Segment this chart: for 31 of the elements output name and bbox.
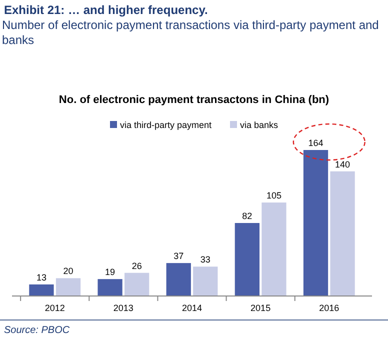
data-label: 19 — [105, 267, 116, 278]
x-tick-label: 2014 — [182, 303, 202, 313]
chart-title: No. of electronic payment transactons in China (bn) — [58, 94, 330, 106]
data-label: 13 — [36, 272, 46, 282]
data-label: 20 — [63, 266, 74, 276]
x-tick-label: 2015 — [250, 303, 271, 313]
legend-label: via banks — [240, 120, 279, 130]
data-label: 26 — [132, 260, 142, 271]
bar — [166, 263, 191, 296]
bar — [193, 266, 218, 296]
data-label: 82 — [242, 211, 252, 221]
x-tick-label: 2016 — [319, 303, 340, 313]
legend-label: via third-party payment — [120, 120, 212, 130]
data-label: 37 — [174, 251, 184, 262]
bar — [98, 279, 122, 296]
data-label: 33 — [200, 254, 210, 265]
data-label: 140 — [335, 159, 350, 170]
text: Exhibit 21: … and higher frequency. — [4, 3, 208, 17]
bar — [303, 150, 328, 296]
bar — [234, 223, 260, 296]
text: Number of electronic payment transactions via third-party payment and banks — [2, 18, 380, 48]
bar — [124, 272, 150, 296]
data-label: 164 — [308, 138, 324, 148]
source-note: Source: PBOC — [4, 325, 70, 336]
bar — [330, 171, 355, 296]
bar — [29, 284, 54, 296]
bar — [262, 202, 286, 296]
data-label: 105 — [266, 190, 282, 201]
x-tick-label: 2012 — [44, 303, 65, 313]
x-tick-label: 2013 — [113, 303, 134, 313]
bar — [56, 278, 81, 296]
